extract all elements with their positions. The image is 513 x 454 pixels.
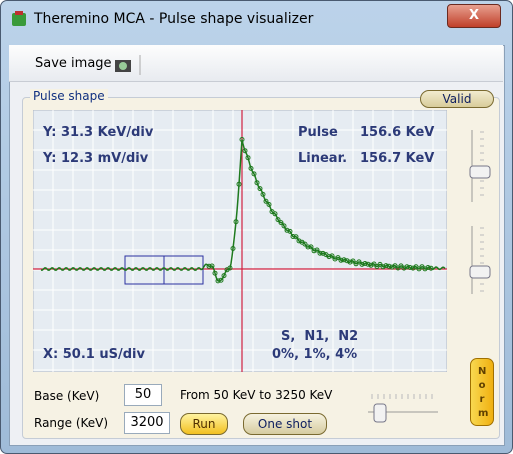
horizontal-slider[interactable]	[364, 390, 444, 424]
trace-point	[254, 180, 260, 186]
trace-point	[320, 250, 326, 256]
pulse-label: Pulse	[298, 125, 338, 140]
trace-point	[356, 259, 362, 265]
trace-point	[257, 186, 263, 192]
trace-point	[326, 254, 332, 260]
app-icon	[12, 11, 26, 26]
trace-point	[425, 265, 431, 270]
window-title: Theremino MCA - Pulse shape visualizer	[34, 11, 314, 27]
toolbar	[9, 45, 503, 82]
valid-button[interactable]: Valid	[420, 90, 494, 108]
trace-point	[380, 264, 386, 270]
trace-point	[341, 257, 347, 263]
trace-point	[338, 257, 344, 263]
trace-point	[308, 244, 314, 250]
camera-icon	[115, 55, 141, 75]
trace-point	[359, 261, 365, 267]
trace-point	[275, 217, 281, 223]
trace-point	[383, 263, 389, 269]
pulse-value: 156.6 KeV	[360, 125, 435, 140]
trace-point	[386, 263, 392, 269]
trace-point	[251, 171, 257, 177]
trace-point	[230, 246, 236, 251]
trace-point	[407, 265, 413, 270]
trace-point	[428, 265, 434, 271]
x-div: X: 50.1 uS/div	[43, 347, 145, 362]
trace-point	[392, 263, 398, 269]
trace-point	[287, 228, 293, 234]
trace-point	[377, 261, 383, 267]
trace-point	[371, 261, 377, 267]
trace-point	[317, 250, 323, 256]
trace-point	[227, 265, 233, 271]
save-image-button[interactable]: Save image	[35, 56, 112, 71]
trace-point	[260, 191, 266, 197]
trace-point	[404, 264, 410, 270]
y-div-energy: Y: 31.3 KeV/div	[43, 125, 154, 140]
trace-point	[266, 202, 272, 207]
linear-label: Linear.	[298, 151, 348, 166]
trace-point	[365, 261, 371, 267]
linear-value: 156.7 KeV	[360, 151, 435, 166]
trace-point	[206, 263, 212, 269]
trace-point	[314, 247, 320, 253]
trace-point	[281, 223, 287, 229]
trace-point	[347, 259, 353, 265]
trace-point	[218, 277, 224, 283]
range-input[interactable]: 3200	[124, 412, 170, 434]
norm-button[interactable]: Norm	[470, 358, 494, 426]
trace-point	[272, 211, 278, 217]
trace-point	[293, 234, 299, 240]
close-button[interactable]: X	[447, 4, 501, 28]
trace-point	[215, 278, 221, 284]
noise-values: 0%, 1%, 4%	[272, 347, 358, 362]
trace-point	[362, 261, 368, 266]
trace-point	[335, 255, 341, 261]
pulse-plot	[33, 110, 447, 372]
norm-label: Norm	[478, 366, 489, 419]
run-button[interactable]: Run	[180, 413, 228, 435]
trace-point	[284, 227, 290, 233]
trace-point	[305, 244, 311, 250]
trace-point	[302, 241, 308, 247]
one-shot-button[interactable]: One shot	[243, 413, 327, 435]
y-div-voltage: Y: 12.3 mV/div	[43, 151, 149, 166]
trace-point	[209, 263, 215, 269]
trace-point	[233, 219, 239, 225]
base-label: Base (KeV)	[34, 389, 100, 403]
trace-point	[290, 234, 296, 239]
trace-point	[221, 273, 227, 279]
noise-header: S, N1, N2	[281, 329, 359, 344]
group-title: Pulse shape	[30, 89, 108, 103]
trace-point	[263, 198, 269, 204]
trace-point	[239, 137, 245, 142]
vertical-sliders[interactable]	[462, 122, 498, 298]
trace-point	[242, 148, 248, 154]
trace-point	[350, 258, 356, 264]
base-input[interactable]: 50	[124, 384, 162, 406]
trace-point	[212, 270, 218, 276]
trace-point	[329, 253, 335, 259]
range-text: From 50 KeV to 3250 KeV	[180, 388, 333, 402]
trace-point	[311, 248, 317, 254]
trace-point	[278, 220, 284, 226]
trace-point	[248, 165, 254, 171]
range-label: Range (KeV)	[34, 416, 109, 430]
trace-point	[245, 155, 251, 161]
trace-point	[236, 181, 242, 187]
